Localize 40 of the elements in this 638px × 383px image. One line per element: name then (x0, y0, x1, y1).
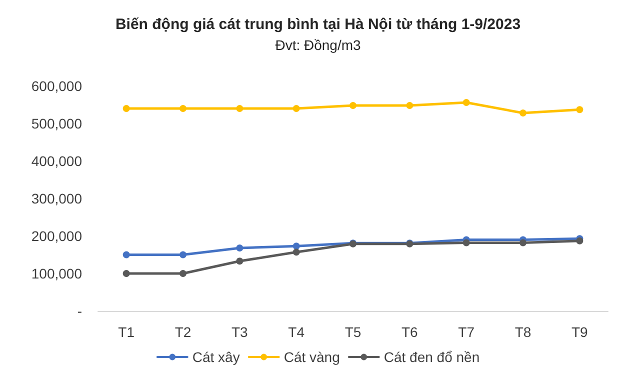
chart-subtitle: Đvt: Đồng/m3 (275, 37, 362, 53)
point (520, 110, 526, 116)
point (236, 258, 244, 265)
x-tick-label: T5 (344, 324, 362, 340)
point (292, 248, 300, 256)
x-tick-label: T8 (514, 324, 532, 340)
x-tick-label: T1 (118, 324, 135, 340)
x-tick-label: T3 (231, 324, 248, 340)
legend-label: Cát vàng (284, 349, 340, 365)
y-tick-label: 400,000 (31, 153, 82, 169)
legend-label: Cát xây (192, 349, 240, 365)
point (180, 105, 186, 112)
point (236, 105, 244, 112)
y-tick-label: 500,000 (31, 116, 82, 132)
y-tick-label: 200,000 (31, 228, 82, 244)
chart-title: Biến động giá cát trung bình tại Hà Nội từ tháng 1-9/2023 (115, 16, 521, 33)
point (180, 270, 186, 277)
point (406, 102, 414, 109)
point (462, 99, 470, 106)
point (122, 251, 130, 258)
y-tick-label: - (77, 303, 82, 319)
y-tick-label: 600,000 (31, 78, 82, 94)
point (122, 105, 130, 112)
point (236, 244, 244, 252)
x-tick-label: T2 (174, 324, 192, 340)
point (292, 242, 300, 250)
x-tick-label: T6 (401, 324, 418, 340)
point (576, 106, 584, 114)
point (462, 239, 470, 246)
y-tick-label: 300,000 (31, 190, 82, 206)
x-tick-label: T9 (571, 324, 588, 340)
point (180, 251, 186, 258)
x-tick-label: T7 (458, 324, 475, 340)
legend-label: Cát đen đổ nền (384, 349, 480, 365)
x-tick-label: T4 (288, 324, 305, 340)
y-tick-label: 100,000 (31, 266, 82, 282)
point (122, 270, 130, 277)
point (292, 105, 300, 112)
point (350, 102, 356, 109)
point (520, 239, 526, 246)
